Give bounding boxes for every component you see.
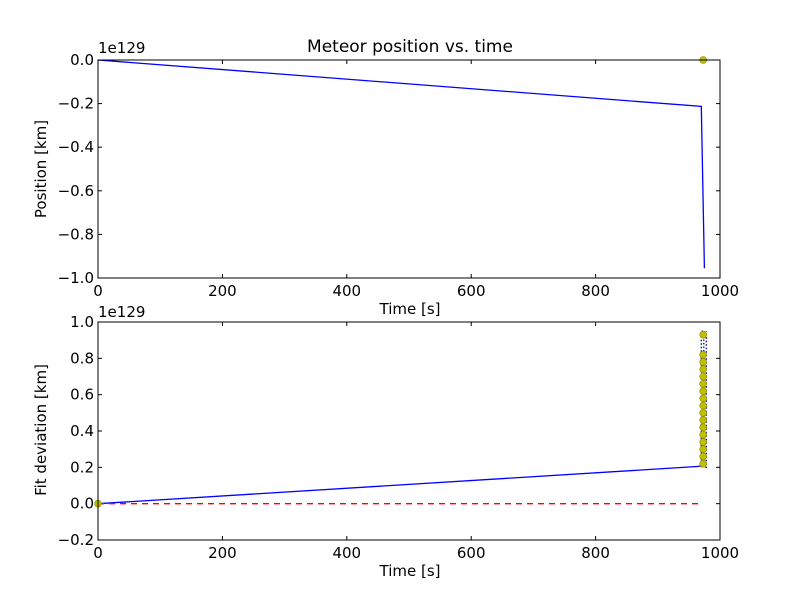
y-tick-label: −1.0 [58,269,94,287]
y-axis-label: Fit deviation [km] [32,364,50,496]
data-point [699,459,708,468]
data-point [699,423,708,432]
data-point [699,379,708,388]
y-tick-label: 0.6 [70,386,94,404]
position-chart: Meteor position vs. time 1e129 Position … [32,37,739,318]
x-tick-label: 200 [208,544,237,562]
data-point [699,358,708,366]
x-tick-label: 800 [581,282,610,300]
x-tick-label: 200 [208,282,237,300]
x-tick-label: 600 [457,544,486,562]
data-point [699,401,708,410]
fit-deviation-chart: 1e129 Fit deviation [km] Time [s] 0 200 40… [32,303,739,580]
y-tick-label: 0.2 [70,458,94,476]
chart-title: Meteor position vs. time [307,37,513,57]
data-point [699,452,708,461]
y-tick-label: 0.0 [70,51,94,69]
data-point [699,416,708,424]
x-tick-label: 800 [581,544,610,562]
data-point [699,438,708,446]
data-point [699,372,708,381]
series-line [97,59,706,269]
x-axis-label: Time [s] [379,562,441,580]
plot-area [98,60,720,278]
data-point [699,365,708,374]
x-tick-label: 400 [332,282,361,300]
x-tick-label: 1000 [701,282,739,300]
data-point [699,350,708,359]
y-tick-label: 1.0 [70,313,94,331]
y-tick-label: −0.2 [58,531,94,549]
y-tick-label: −0.6 [58,182,94,200]
y-multiplier-label: 1e129 [98,39,145,57]
y-tick-label: 0.4 [70,422,94,440]
data-point [699,430,708,439]
y-tick-label: 0.8 [70,349,94,367]
y-tick-label: −0.2 [58,95,94,113]
plot-frame [97,321,721,541]
data-point [699,409,708,417]
x-tick-label: 400 [332,544,361,562]
plot-frame [97,59,721,279]
y-tick-label: 0.0 [70,495,94,513]
x-tick-label: 0 [93,282,103,300]
y-tick-label: −0.8 [58,225,94,243]
y-multiplier-label: 1e129 [98,303,145,321]
x-tick-label: 0 [93,544,103,562]
data-point [699,394,708,403]
data-point [699,330,708,339]
x-tick-label: 1000 [701,544,739,562]
y-tick-label: −0.4 [58,138,94,156]
data-point [699,445,708,453]
x-axis-label: Time [s] [379,300,441,318]
x-tick-label: 600 [457,282,486,300]
data-point [699,387,708,395]
y-axis-label: Position [km] [32,120,50,218]
plot-area [98,322,720,540]
